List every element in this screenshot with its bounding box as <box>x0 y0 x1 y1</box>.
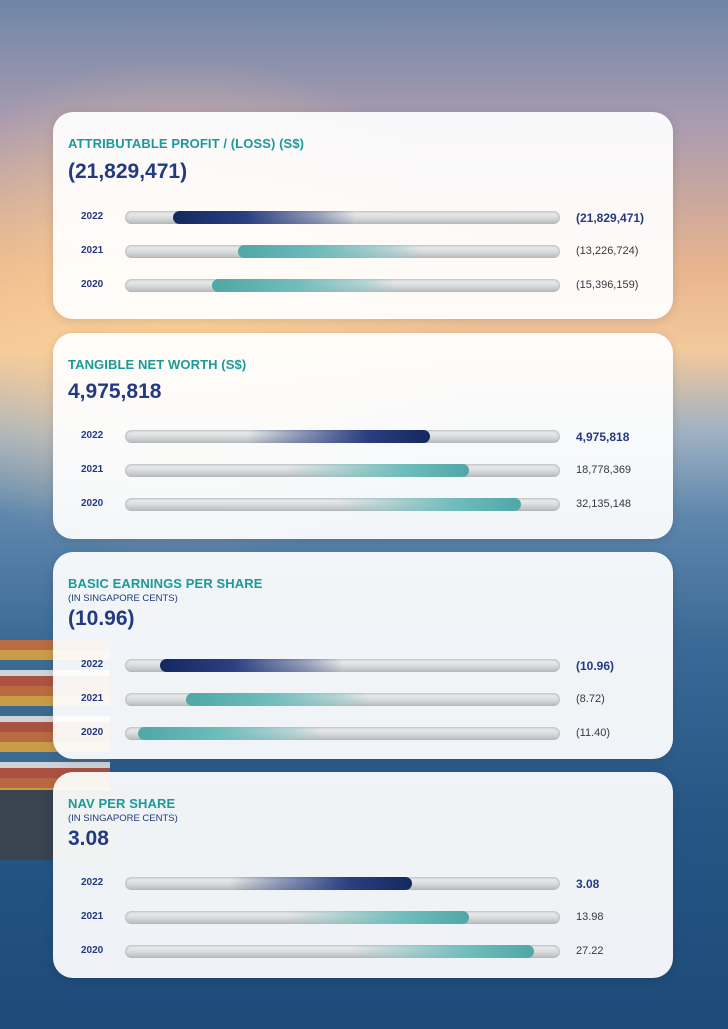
year-label: 2022 <box>81 430 104 441</box>
card-title: TANGIBLE NET WORTH (S$) <box>68 357 247 372</box>
card-title: BASIC EARNINGS PER SHARE <box>68 576 263 591</box>
bar-value-label: (8.72) <box>576 693 605 705</box>
bar-value-label: 32,135,148 <box>576 498 632 510</box>
year-label: 2022 <box>81 659 104 670</box>
bar-value-label: (11.40) <box>576 727 611 739</box>
metric-card: BASIC EARNINGS PER SHARE (IN SINGAPORE CE… <box>53 552 673 759</box>
bar-row: 2022 (10.96) <box>53 656 673 676</box>
bar-row: 2021 18,778,369 <box>53 461 673 481</box>
year-label: 2022 <box>81 877 104 888</box>
year-label: 2021 <box>81 464 104 475</box>
bar-row: 2021 (13,226,724) <box>53 242 673 262</box>
bar-fill-2022 <box>247 430 430 443</box>
bar-row: 2020 (11.40) <box>53 724 673 744</box>
card-title: NAV PER SHARE <box>68 796 176 811</box>
bar-row: 2020 32,135,148 <box>53 495 673 515</box>
bar-row: 2020 (15,396,159) <box>53 276 673 296</box>
bar-value-label: 13.98 <box>576 911 604 923</box>
bar-fill-2020 <box>138 727 321 740</box>
bar-track <box>125 211 560 224</box>
headline-value: (10.96) <box>68 607 135 630</box>
bar-row: 2022 3.08 <box>53 874 673 894</box>
year-label: 2022 <box>81 211 104 222</box>
bar-value-label: 27.22 <box>576 945 604 957</box>
bar-row: 2021 13.98 <box>53 908 673 928</box>
bar-track <box>125 659 560 672</box>
year-label: 2021 <box>81 245 104 256</box>
bar-track <box>125 430 560 443</box>
bar-fill-2021 <box>238 245 421 258</box>
bar-track <box>125 464 560 477</box>
bar-fill-2022 <box>173 211 356 224</box>
year-label: 2020 <box>81 945 104 956</box>
year-label: 2021 <box>81 911 104 922</box>
card-subtitle: (IN SINGAPORE CENTS) <box>68 593 178 604</box>
bar-track <box>125 498 560 511</box>
bar-fill-2020 <box>212 279 395 292</box>
bar-value-label: 4,975,818 <box>576 430 630 444</box>
year-label: 2020 <box>81 727 104 738</box>
bar-track <box>125 911 560 924</box>
bar-row: 2021 (8.72) <box>53 690 673 710</box>
year-label: 2020 <box>81 279 104 290</box>
metric-card: ATTRIBUTABLE PROFIT / (LOSS) (S$) (21,829… <box>53 112 673 319</box>
bar-track <box>125 727 560 740</box>
bar-fill-2022 <box>160 659 343 672</box>
bar-value-label: (13,226,724) <box>576 245 639 257</box>
bar-row: 2022 4,975,818 <box>53 427 673 447</box>
metric-card: NAV PER SHARE (IN SINGAPORE CENTS) 3.08 202… <box>53 772 673 978</box>
headline-value: 3.08 <box>68 827 109 850</box>
bar-value-label: 3.08 <box>576 877 600 891</box>
bar-track <box>125 945 560 958</box>
bar-track <box>125 877 560 890</box>
bar-value-label: (15,396,159) <box>576 279 639 291</box>
bar-fill-2020 <box>351 945 534 958</box>
bar-row: 2022 (21,829,471) <box>53 208 673 228</box>
card-title: ATTRIBUTABLE PROFIT / (LOSS) (S$) <box>68 136 305 151</box>
year-label: 2020 <box>81 498 104 509</box>
bar-fill-2021 <box>286 464 469 477</box>
bar-value-label: (10.96) <box>576 659 615 673</box>
card-subtitle: (IN SINGAPORE CENTS) <box>68 813 178 824</box>
year-label: 2021 <box>81 693 104 704</box>
bar-fill-2020 <box>338 498 521 511</box>
bar-track <box>125 693 560 706</box>
bar-value-label: (21,829,471) <box>576 211 645 225</box>
bar-row: 2020 27.22 <box>53 942 673 962</box>
bar-fill-2021 <box>186 693 369 706</box>
headline-value: 4,975,818 <box>68 380 162 403</box>
metric-card: TANGIBLE NET WORTH (S$) 4,975,818 2022 4,97… <box>53 333 673 539</box>
bar-value-label: 18,778,369 <box>576 464 632 476</box>
bar-fill-2022 <box>229 877 412 890</box>
bar-fill-2021 <box>286 911 469 924</box>
headline-value: (21,829,471) <box>68 160 188 183</box>
bar-track <box>125 245 560 258</box>
bar-track <box>125 279 560 292</box>
